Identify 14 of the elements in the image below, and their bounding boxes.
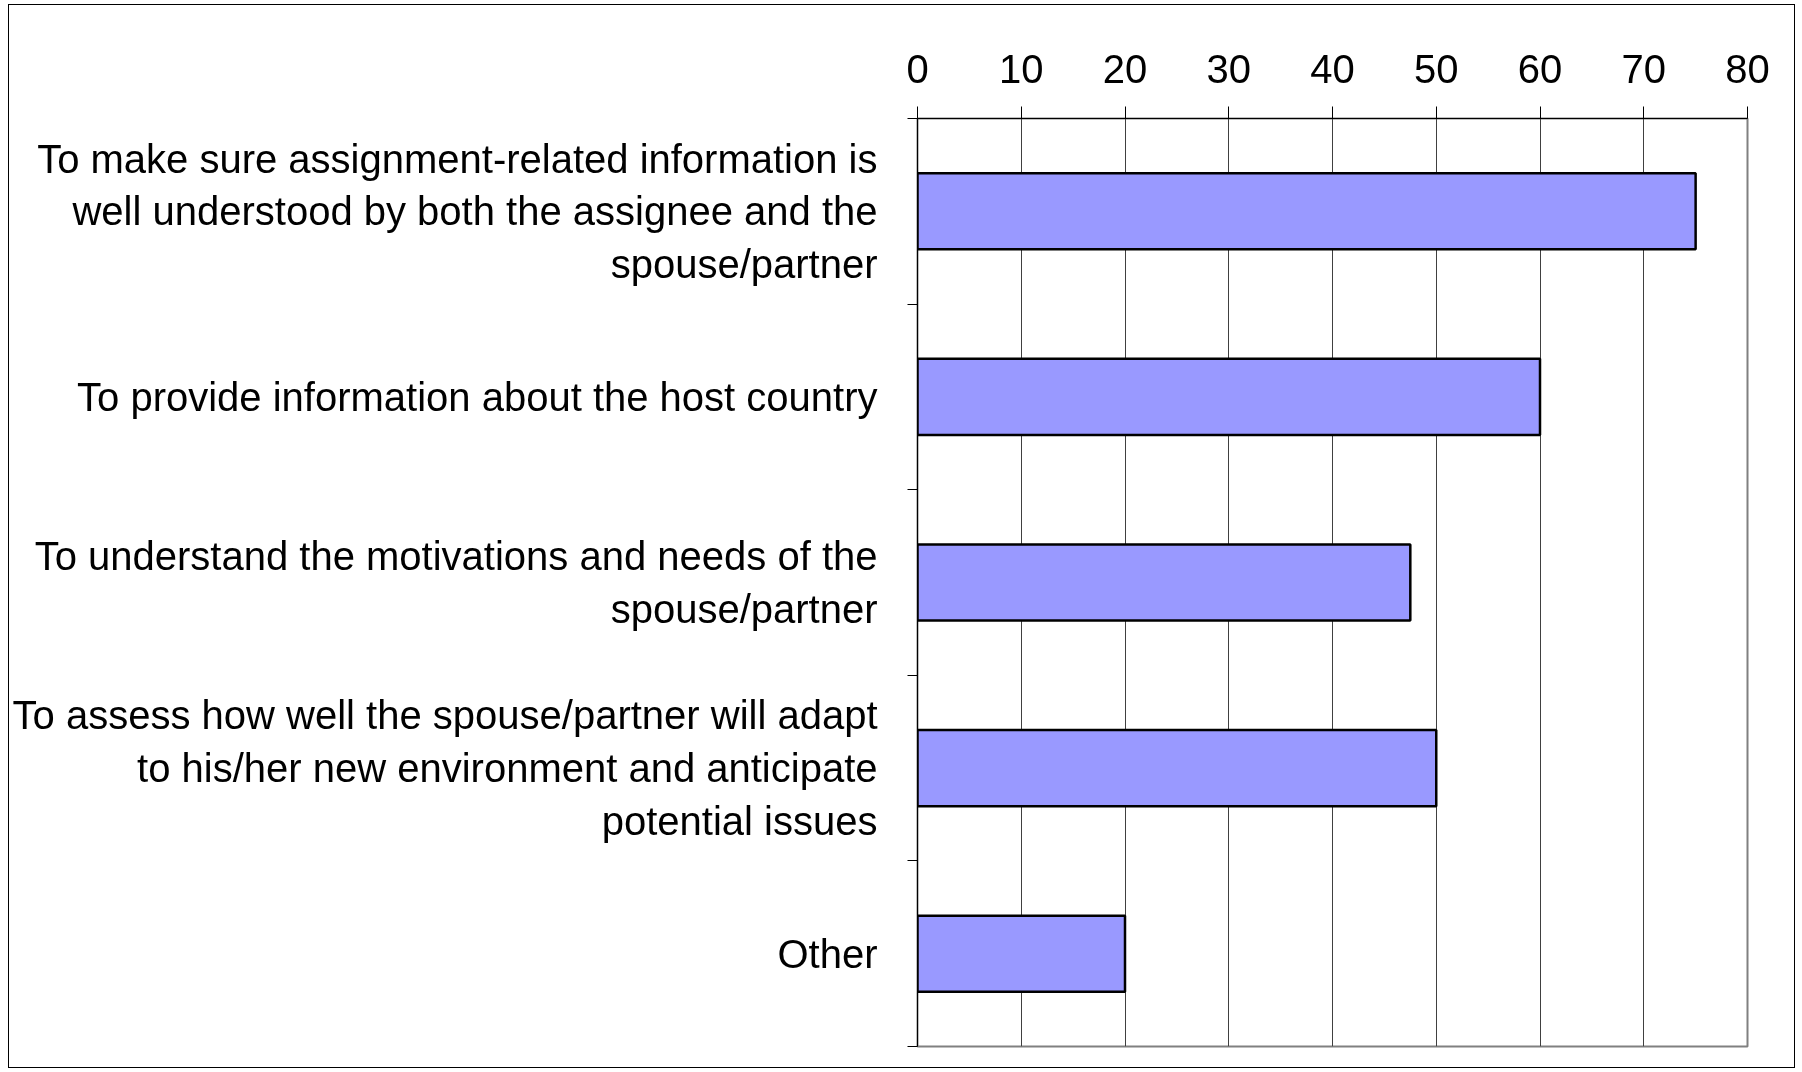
x-tick-label: 70: [1621, 46, 1666, 91]
y-tick-label: Other: [777, 931, 878, 976]
y-tick-label: To provide information about the host country: [77, 374, 878, 419]
x-tick-label: 50: [1414, 46, 1459, 91]
x-tick-label: 60: [1517, 46, 1563, 91]
y-tick-label: To understand the motivations and needs of the spouse/partner: [34, 534, 878, 631]
x-tick-label: 0: [906, 46, 929, 91]
y-tick-label: To assess how well the spouse/partner will adapt to his/her new environment and anticipate potential issues: [12, 693, 878, 843]
x-tick-label: 20: [1102, 46, 1148, 91]
x-tick-label: 10: [999, 46, 1044, 91]
y-tick-label: To make sure assignment-related information is well understood by both the assignee and the spouse/partner: [37, 136, 878, 287]
x-tick-label: 30: [1206, 46, 1251, 91]
x-tick-label: 40: [1310, 46, 1355, 91]
x-tick-label: 80: [1725, 46, 1770, 91]
